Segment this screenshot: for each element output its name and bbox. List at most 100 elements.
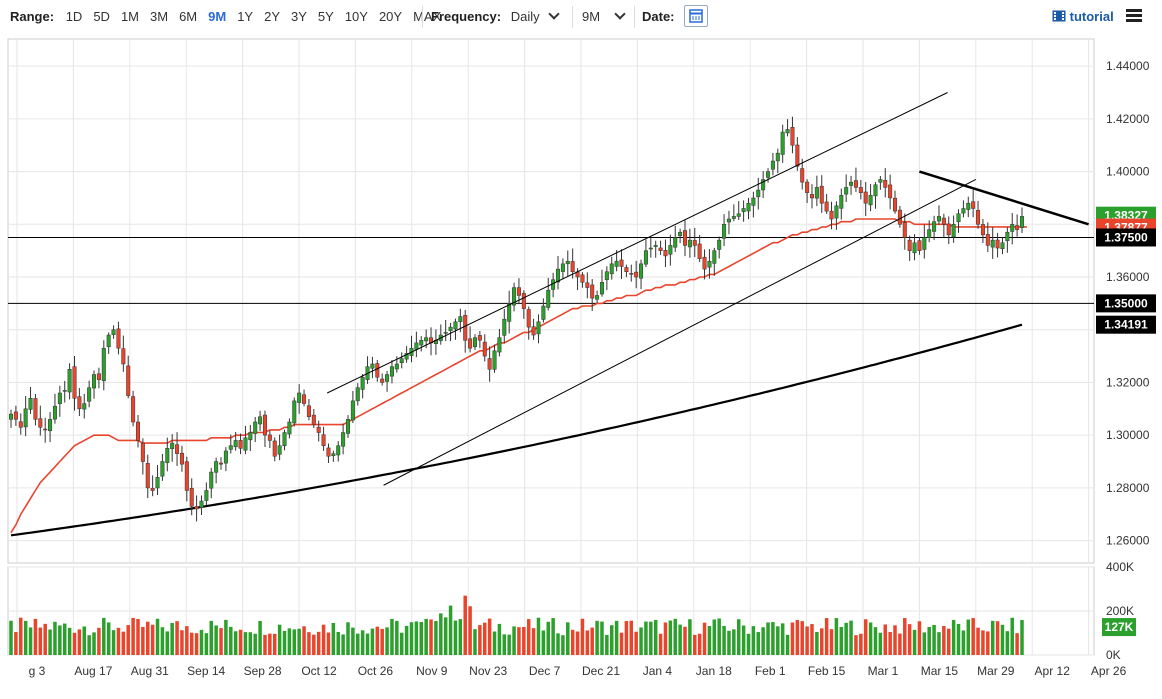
range-5d[interactable]: 5D (93, 9, 110, 24)
volume-bar (976, 627, 980, 655)
candle-body (805, 181, 810, 193)
volume-bar (72, 632, 77, 655)
frequency-select[interactable]: Daily (511, 8, 560, 24)
volume-bar (199, 629, 204, 655)
candle-body (463, 315, 468, 341)
volume-bar (258, 620, 262, 655)
volume-bar (522, 626, 526, 655)
candle-body (795, 144, 800, 167)
candle-body (453, 321, 458, 330)
volume-bar (683, 626, 687, 655)
candle-body (595, 295, 600, 300)
candle-body (853, 180, 858, 188)
candle-body (228, 445, 233, 450)
candle-body (326, 447, 331, 457)
candle-body (814, 187, 819, 199)
volume-bar (746, 633, 751, 655)
range-9m[interactable]: 9M (208, 9, 227, 24)
price-label-box (1096, 315, 1156, 334)
candle-body (560, 263, 565, 272)
ema-50-line (10, 218, 1027, 534)
volume-bar (727, 630, 731, 655)
candle-body (448, 326, 453, 331)
price-chart: g 3 Aug 17 Aug 31 Sep 14 Sep 28 Oct 12 Oct 26 N… (7, 38, 1156, 678)
volume-bar (43, 623, 47, 655)
volume-bar (312, 634, 316, 655)
volume-bar (863, 619, 868, 655)
range-1d[interactable]: 1D (65, 9, 83, 24)
candle-body (87, 387, 92, 402)
volume-bar (502, 634, 507, 655)
period-group: 9M (582, 0, 626, 34)
price-label-box (1096, 294, 1156, 313)
y-tick-label: 1.44000 (1106, 59, 1150, 73)
volume-bar (922, 632, 927, 655)
range-2y[interactable]: 2Y (264, 9, 280, 24)
candle-body (1010, 224, 1015, 232)
volume-bar (702, 622, 707, 655)
range-1y[interactable]: 1Y (237, 9, 254, 24)
candle-body (829, 210, 834, 220)
volume-bar (888, 632, 892, 655)
candle-body (590, 284, 595, 299)
y-tick-label: 1.32000 (1106, 375, 1150, 389)
candle-body (761, 179, 766, 191)
volume-bar (146, 621, 150, 655)
volume-bar (204, 633, 209, 655)
candle-body (844, 187, 849, 195)
period-select[interactable]: 9M (582, 8, 626, 24)
candle-body (258, 416, 263, 425)
volume-bar (649, 621, 653, 655)
volume-bar (693, 634, 697, 655)
volume-bar (375, 626, 380, 655)
volume-bar (292, 629, 297, 655)
volume-bar (678, 624, 682, 655)
range-5y[interactable]: 5Y (317, 9, 334, 24)
volume-bar (409, 622, 414, 655)
menu-button[interactable] (1126, 9, 1142, 23)
y-tick-label: 1.36000 (1106, 270, 1150, 284)
volume-bar (546, 621, 550, 655)
volume-bar (893, 625, 897, 655)
volume-bar (414, 621, 419, 655)
candle-body (72, 366, 77, 399)
candle-body (145, 463, 150, 489)
range-3m[interactable]: 3M (150, 9, 169, 24)
x-tick-label: Nov 23 (469, 664, 507, 678)
trendline-channel-upper (326, 92, 948, 394)
candle-body (414, 342, 419, 350)
volume-bar (297, 628, 301, 655)
volume-bar (38, 627, 43, 655)
x-tick-label: Nov 9 (416, 664, 448, 678)
candle-body (472, 337, 477, 348)
volume-bar (53, 621, 57, 655)
volume-bar (741, 625, 746, 655)
tutorial-link[interactable]: tutorial (1052, 0, 1114, 34)
volume-bar (1015, 633, 1019, 655)
range-max[interactable]: MAX (413, 9, 442, 24)
volume-bar (175, 621, 179, 655)
candle-body (92, 374, 97, 389)
volume-bar (468, 606, 472, 655)
volume-bar (541, 630, 546, 655)
calendar-button[interactable] (684, 5, 708, 27)
volume-bar (360, 630, 365, 655)
range-6m[interactable]: 6M (179, 9, 198, 24)
candle-body (902, 222, 907, 238)
candle-body (629, 273, 634, 275)
candle-body (360, 376, 365, 390)
period-value: 9M (582, 9, 601, 24)
candle-body (175, 444, 180, 454)
volume-bar (268, 633, 272, 655)
range-1m[interactable]: 1M (120, 9, 139, 24)
range-20y[interactable]: 20Y (378, 9, 403, 24)
candle-body (985, 234, 990, 246)
candle-body (126, 365, 131, 396)
volume-bar (815, 632, 819, 655)
chevron-down-icon (614, 8, 626, 20)
y-tick-label: 1.26000 (1106, 534, 1150, 548)
candle-body (135, 421, 140, 441)
range-10y[interactable]: 10Y (344, 9, 368, 24)
range-3y[interactable]: 3Y (291, 9, 307, 24)
candle-body (585, 282, 590, 288)
